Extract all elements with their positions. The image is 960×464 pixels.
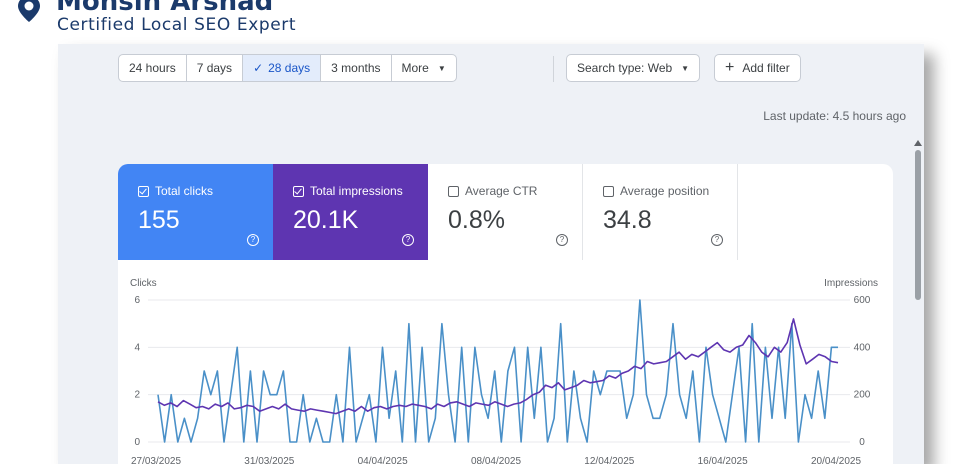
date-range-label: 28 days: [268, 61, 311, 75]
help-icon[interactable]: ?: [556, 234, 568, 246]
brand-header: Mohsin Arshad Certified Local SEO Expert: [0, 0, 960, 40]
x-tick-label: 08/04/2025: [471, 456, 521, 464]
metric-label-row: Total clicks: [138, 184, 213, 198]
x-tick-label: 12/04/2025: [584, 456, 634, 464]
date-range-selector: 24 hours 7 days ✓ 28 days 3 months More ▼: [118, 54, 457, 82]
x-tick-label: 27/03/2025: [131, 456, 181, 464]
metric-label-row: Average position: [603, 184, 709, 198]
checkbox-unchecked-icon[interactable]: [448, 185, 459, 197]
metric-value: 34.8: [603, 206, 652, 234]
metric-label: Average position: [620, 184, 710, 198]
add-filter-button[interactable]: + Add filter: [714, 54, 801, 82]
caret-down-icon: ▼: [437, 63, 446, 73]
metric-label: Average CTR: [465, 184, 538, 198]
help-icon[interactable]: ?: [711, 234, 723, 246]
performance-panel: 24 hours 7 days ✓ 28 days 3 months More ▼ …: [58, 44, 924, 464]
date-range-label: 3 months: [331, 61, 381, 75]
help-icon[interactable]: ?: [402, 234, 414, 246]
right-tick-label: 600: [854, 295, 871, 306]
add-filter-label: Add filter: [742, 61, 790, 75]
scrollbar-thumb[interactable]: [915, 150, 921, 300]
left-tick-label: 2: [134, 390, 140, 401]
x-tick-label: 04/04/2025: [358, 456, 408, 464]
right-tick-label: 0: [859, 437, 865, 448]
metric-label-row: Average CTR: [448, 184, 537, 198]
metric-average-position[interactable]: Average position 34.8 ?: [583, 164, 738, 260]
search-type-label: Search type: Web: [577, 61, 673, 75]
date-range-label: 24 hours: [129, 61, 176, 75]
toolbar-divider: [553, 56, 554, 82]
date-range-28-days[interactable]: ✓ 28 days: [243, 55, 322, 81]
left-tick-label: 6: [134, 295, 140, 306]
left-axis-label: Clicks: [130, 278, 157, 289]
performance-chart: Clicks Impressions 6 600 4 400 2 200 0 0 27/03/202…: [130, 278, 878, 464]
checkbox-checked-icon[interactable]: [293, 185, 304, 197]
location-pin-icon: [18, 0, 40, 22]
metric-label: Total clicks: [155, 184, 214, 198]
metric-value: 20.1K: [293, 206, 359, 234]
series-line-impressions: [157, 318, 839, 415]
series-line-clicks: [157, 299, 838, 443]
scroll-up-arrow-icon[interactable]: [914, 140, 922, 146]
metric-average-ctr[interactable]: Average CTR 0.8% ?: [428, 164, 583, 260]
left-tick-label: 0: [134, 437, 140, 448]
metric-total-clicks[interactable]: Total clicks 155 ?: [118, 164, 273, 260]
vertical-scrollbar[interactable]: [914, 140, 922, 310]
help-icon[interactable]: ?: [247, 234, 259, 246]
left-tick-label: 4: [134, 342, 140, 353]
metric-value: 155: [138, 206, 180, 234]
metric-value: 0.8%: [448, 206, 505, 234]
right-tick-label: 200: [854, 390, 871, 401]
x-tick-label: 20/04/2025: [811, 456, 861, 464]
performance-card: Total clicks 155 ? Total impressions 20.…: [118, 164, 893, 464]
checkbox-checked-icon[interactable]: [138, 185, 149, 197]
x-tick-label: 16/04/2025: [698, 456, 748, 464]
checkmark-icon: ✓: [253, 61, 264, 75]
right-axis-label: Impressions: [824, 278, 878, 289]
date-range-7-days[interactable]: 7 days: [187, 55, 244, 81]
right-tick-label: 400: [854, 342, 871, 353]
plus-icon: +: [725, 59, 735, 76]
metric-total-impressions[interactable]: Total impressions 20.1K ?: [273, 164, 428, 260]
caret-down-icon: ▼: [681, 63, 690, 73]
last-update-text: Last update: 4.5 hours ago: [763, 109, 906, 123]
brand-name: Mohsin Arshad: [56, 0, 274, 17]
date-range-label: More: [401, 61, 429, 75]
date-range-label: 7 days: [196, 61, 233, 75]
date-range-more-dropdown[interactable]: More ▼: [392, 55, 456, 81]
date-range-24-hours[interactable]: 24 hours: [119, 55, 187, 81]
checkbox-unchecked-icon[interactable]: [603, 185, 614, 197]
search-type-dropdown[interactable]: Search type: Web ▼: [566, 54, 701, 82]
date-range-3-months[interactable]: 3 months: [321, 55, 392, 81]
metric-label-row: Total impressions: [293, 184, 403, 198]
brand-subtitle: Certified Local SEO Expert: [57, 15, 297, 35]
metric-label: Total impressions: [310, 184, 403, 198]
x-tick-label: 31/03/2025: [244, 456, 294, 464]
